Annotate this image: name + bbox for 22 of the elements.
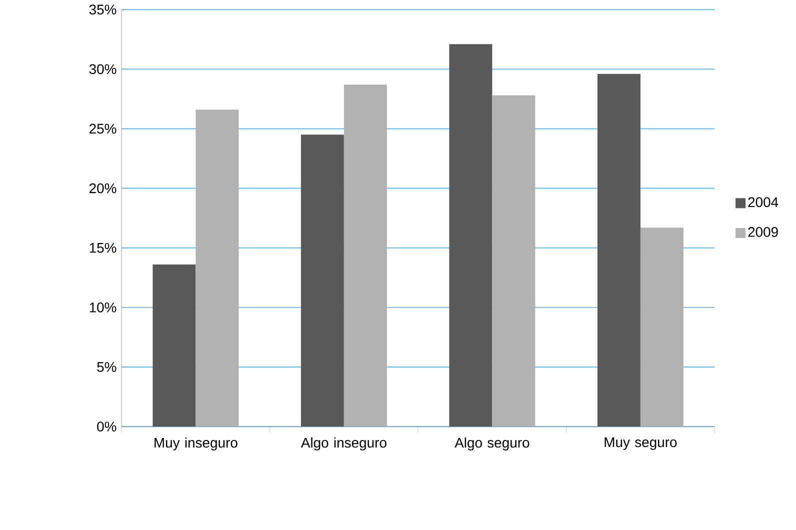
bar (300, 134, 344, 426)
legend-label: 2004 (748, 197, 778, 208)
bar (597, 74, 640, 426)
bar (196, 110, 239, 426)
bar (449, 44, 492, 426)
bar (640, 228, 684, 426)
y-tick-label: 10% (90, 302, 116, 312)
y-tick-label: 15% (90, 242, 116, 253)
x-tick-label: Muy seguro (604, 437, 677, 450)
y-tick-label: 0% (97, 422, 116, 432)
bar (152, 264, 196, 426)
x-tick-label: Muy inseguro (154, 437, 238, 450)
legend-label: 2009 (748, 226, 778, 237)
y-tick-label: 35% (89, 4, 116, 14)
x-tick-label: Algo seguro (454, 437, 530, 450)
x-tick-label: Algo inseguro (300, 437, 386, 450)
y-tick-label: 25% (90, 124, 116, 134)
y-tick-label: 5% (97, 362, 116, 372)
y-tick-label: 30% (89, 64, 116, 74)
y-tick-label: 20% (90, 183, 116, 194)
bar (344, 84, 387, 426)
bar (492, 95, 536, 426)
